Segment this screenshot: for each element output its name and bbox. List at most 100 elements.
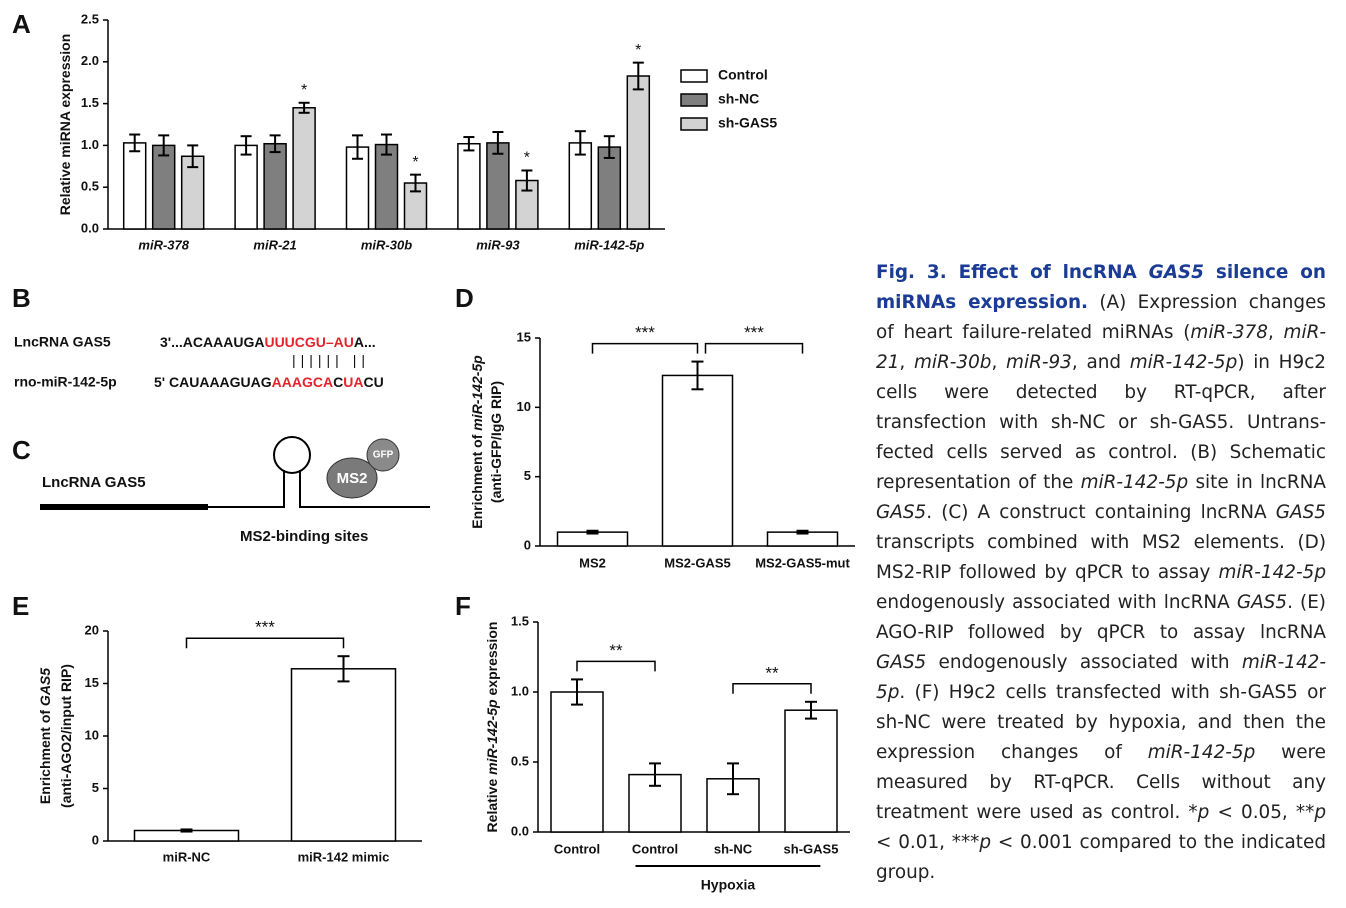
text-segment: 5' CAUAAAGUAG [154, 374, 272, 390]
bar [234, 144, 258, 230]
caption-body: miR-30b [913, 352, 992, 373]
y-tick-label: 0.0 [81, 220, 99, 235]
bracket-label: *** [744, 323, 764, 342]
caption-body: miR-93 [1006, 352, 1072, 373]
bar [263, 142, 287, 230]
x-tick-label: sh-GAS5 [784, 841, 839, 856]
x-tick-label: miR-142-5p [574, 237, 644, 252]
text-segment: Enrichment of [37, 706, 53, 804]
y-axis-label: Relative miR-142-5p expression [484, 622, 500, 833]
text-segment: UA [343, 374, 363, 390]
text-segment: GAS5 [37, 668, 53, 706]
y-tick-label: 5 [524, 468, 531, 483]
text-segment: UUUCGU–AU [264, 334, 353, 350]
caption-body: GAS5 [1236, 592, 1288, 613]
y-tick-label: 0.0 [511, 823, 529, 838]
sequence: |||||| || [292, 352, 370, 368]
legend-label: sh-NC [718, 91, 759, 107]
tag-label: GFP [373, 450, 394, 461]
legend-swatch [680, 69, 708, 83]
caption-body: endogenously associated with [926, 652, 1242, 673]
text-segment: (anti-AGO2/input RIP) [58, 664, 74, 808]
caption-body: , [991, 352, 1007, 373]
y-tick-label: 0.5 [81, 179, 99, 194]
bar [550, 691, 604, 833]
significance-bracket [576, 660, 656, 672]
panel-letter: F [455, 591, 471, 621]
x-tick-label: sh-NC [714, 841, 753, 856]
y-tick-label: 1.0 [81, 137, 99, 152]
bar [374, 143, 399, 230]
y-tick-label: 10 [517, 399, 531, 414]
x-tick-label: miR-21 [253, 237, 296, 252]
caption-body: miR-21 [876, 322, 1326, 373]
caption-title: silence on miRNAs expression. [876, 262, 1326, 313]
x-tick-label: MS2 [579, 555, 606, 570]
y-axis-label: (anti-AGO2/input RIP) [58, 664, 74, 808]
figure-caption: Fig. 3. Effect of lncRNA GAS5 silence on… [876, 258, 1326, 888]
text-segment: expression [484, 622, 500, 700]
significance: * [635, 42, 641, 59]
text-segment: 3'...ACAAAUGA [160, 334, 264, 350]
legend-label: sh-GAS5 [718, 115, 777, 131]
y-tick-label: 10 [85, 727, 99, 742]
bar [597, 146, 622, 230]
y-tick-label: 20 [85, 622, 99, 637]
caption-body: were measured by RT-qPCR. Cells without … [876, 742, 1326, 823]
y-axis-label: Enrichment of GAS5 [37, 668, 53, 804]
legend-swatch [680, 93, 708, 107]
x-tick-label: Control [554, 841, 600, 856]
y-tick-label: 15 [517, 329, 531, 344]
caption-body: miR-142-5p [1080, 472, 1189, 493]
caption-body: p [1197, 802, 1210, 823]
y-axis-label: Enrichment of miR-142-5p [469, 355, 485, 529]
caption-body: < 0.05, ** [1209, 802, 1315, 823]
text-segment: CU [363, 374, 383, 390]
text-segment: A... [354, 334, 376, 350]
text-segment: miR-142-5p [484, 699, 500, 775]
text-segment: Enrichment of [469, 431, 485, 529]
x-tick-label: Control [632, 841, 678, 856]
bracket-label: *** [255, 618, 275, 637]
bracket-label: *** [635, 323, 655, 342]
significance: * [412, 154, 418, 171]
legend-swatch [680, 117, 708, 131]
x-tick-label: miR-NC [163, 849, 211, 864]
caption-body: miR-142-5p [876, 652, 1326, 703]
y-tick-label: 2.5 [81, 11, 99, 26]
y-tick-label: 1.0 [511, 683, 529, 698]
y-tick-label: 0 [524, 537, 531, 552]
caption-body: miR-142-5p [1147, 742, 1256, 763]
caption-body: GAS5 [876, 502, 927, 523]
caption-body: GAS5 [876, 652, 927, 673]
text-segment: Relative [484, 775, 500, 833]
x-tick-label: miR-142 mimic [298, 849, 390, 864]
caption-body: transcripts combined with MS2 elements. … [876, 532, 1326, 583]
caption-body: , [899, 352, 914, 373]
caption-body: GAS5 [1275, 502, 1326, 523]
bar [122, 142, 147, 230]
y-tick-label: 0.5 [511, 753, 529, 768]
x-tick-label: MS2-GAS5-mut [755, 555, 850, 570]
panel-letter: B [12, 283, 31, 313]
x-tick-label: miR-378 [138, 237, 189, 252]
bar [290, 668, 397, 842]
caption-body: miR-378 [1190, 322, 1268, 343]
x-tick-label: MS2-GAS5 [664, 555, 730, 570]
ms2-loop [273, 436, 311, 474]
caption-title: Fig. 3. Effect of lncRNA [876, 262, 1149, 283]
caption-body: miR-142-5p [1129, 352, 1238, 373]
significance: * [301, 82, 307, 99]
bar [626, 75, 651, 230]
y-tick-label: 1.5 [81, 95, 99, 110]
figure: B C LncRNA GAS5 MS2 GFP MS2-binding site… [12, 9, 855, 893]
caption-body: < 0.001 compared to the indicated group. [876, 832, 1326, 883]
caption-body: miR-142-5p [1218, 562, 1326, 583]
significance: * [524, 150, 530, 167]
text-segment: (anti-GFP/IgG RIP) [488, 381, 504, 503]
y-tick-label: 2.0 [81, 53, 99, 68]
significance-bracket [591, 342, 699, 354]
ms2-protein [326, 457, 378, 499]
significance-bracket [185, 637, 345, 649]
